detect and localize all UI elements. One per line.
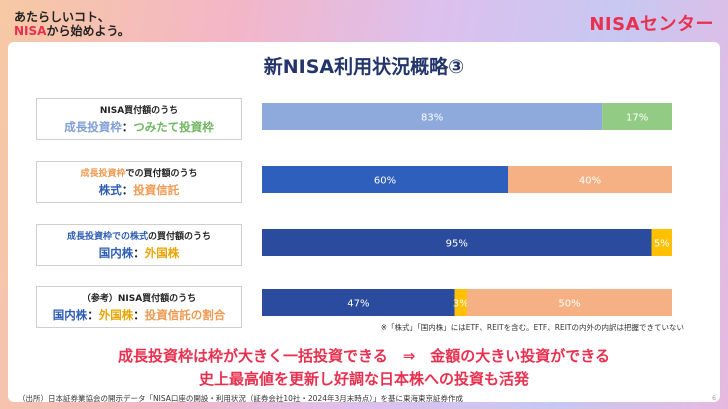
row-label-2: 成長投資枠での買付額のうち 株式：投資信託 [36, 161, 242, 203]
bar-segment [602, 103, 672, 130]
tagline-line2: NISAから始めよう。 [14, 24, 130, 38]
source-note: （出所）日本証券業協会の開示データ「NISA口座の開設・利用状況（証券会社10社… [18, 394, 464, 403]
bar-segment [262, 166, 508, 193]
row-label-line2: 国内株：外国株：投資信託の割合 [37, 307, 241, 323]
row-label-line1: NISA買付額のうち [37, 105, 241, 117]
label-fragment: での買付額のうち [125, 169, 198, 179]
bar-value-label: 60% [374, 176, 396, 187]
row-label-line2: 国内株：外国株 [37, 245, 241, 261]
bar-value-label: 83% [421, 113, 443, 124]
row-label-1: NISA買付額のうち成長投資枠：つみたて投資枠 [36, 98, 242, 140]
bar-segment [454, 289, 467, 316]
label-fragment: 外国株 [144, 246, 180, 260]
label-fragment: 成長投資枠 [80, 169, 126, 179]
tagline-line1: あたらしいコト、 [14, 10, 110, 24]
label-fragment: 国内株 [98, 246, 134, 260]
label-fragment: 株式 [129, 232, 148, 242]
row-label-3: 成長投資枠での株式の買付額のうち国内株：外国株 [36, 224, 242, 266]
label-fragment: 国内株 [52, 308, 88, 322]
label-fragment: ： [87, 308, 99, 322]
label-fragment: 投資信託 [133, 183, 180, 197]
brand-logo: NISAセンター [589, 14, 714, 35]
bar-value-label: 50% [558, 299, 580, 310]
label-fragment: ： [121, 120, 134, 134]
row-label-line1: 成長投資枠での買付額のうち [37, 168, 241, 180]
label-fragment: の買付額のうち [148, 232, 212, 242]
bar-segment [262, 229, 652, 256]
row-label-line1: 成長投資枠での株式の買付額のうち [37, 231, 241, 243]
bar-segment [262, 103, 603, 130]
bar-segment [467, 289, 672, 316]
label-fragment: 外国株 [98, 308, 134, 322]
row-label-line2: 株式：投資信託 [37, 182, 241, 198]
label-fragment: 投資信託の割合 [144, 308, 226, 322]
chart-footnote: ※「株式」「国内株」にはETF、REITを含む。ETF、REITの内外の内訳は把… [380, 323, 684, 332]
bar-value-label: 5% [654, 239, 670, 250]
bar-value-label: 17% [626, 113, 648, 124]
bar-segment [651, 229, 672, 256]
label-fragment: 成長投資枠 [64, 120, 122, 134]
label-fragment: 成長投資枠での [66, 232, 130, 242]
label-fragment: NISA買付額のうち [99, 106, 179, 116]
tagline-accent: NISA [14, 24, 47, 38]
bar-value-label: 95% [446, 239, 468, 250]
label-fragment: （参考）NISA買付額のうち [81, 294, 197, 304]
bar-value-label: 3% [453, 299, 469, 310]
page-number: 6 [712, 395, 716, 402]
bar-segment [508, 166, 672, 193]
label-fragment: つみたて投資枠 [133, 120, 214, 134]
label-fragment: ： [121, 183, 134, 197]
page-title: 新NISA利用状況概略③ [263, 56, 465, 78]
bar-segment [262, 289, 455, 316]
row-label-line1: （参考）NISA買付額のうち [37, 293, 241, 305]
label-fragment: 株式 [98, 183, 122, 197]
bar-value-label: 47% [347, 299, 369, 310]
label-fragment: ： [133, 308, 145, 322]
row-label-4: （参考）NISA買付額のうち 国内株：外国株：投資信託の割合 [36, 286, 242, 328]
bar-value-label: 40% [579, 176, 601, 187]
label-fragment: ： [133, 246, 145, 260]
tagline-rest: から始めよう。 [46, 24, 130, 38]
row-label-line2: 成長投資枠：つみたて投資枠 [37, 119, 241, 135]
conclusion-line1: 成長投資枠は枠が大きく一括投資できる ⇒ 金額の大きい投資ができる [118, 347, 610, 365]
conclusion-line2: 史上最高値を更新し好調な日本株への投資も活発 [198, 370, 529, 388]
